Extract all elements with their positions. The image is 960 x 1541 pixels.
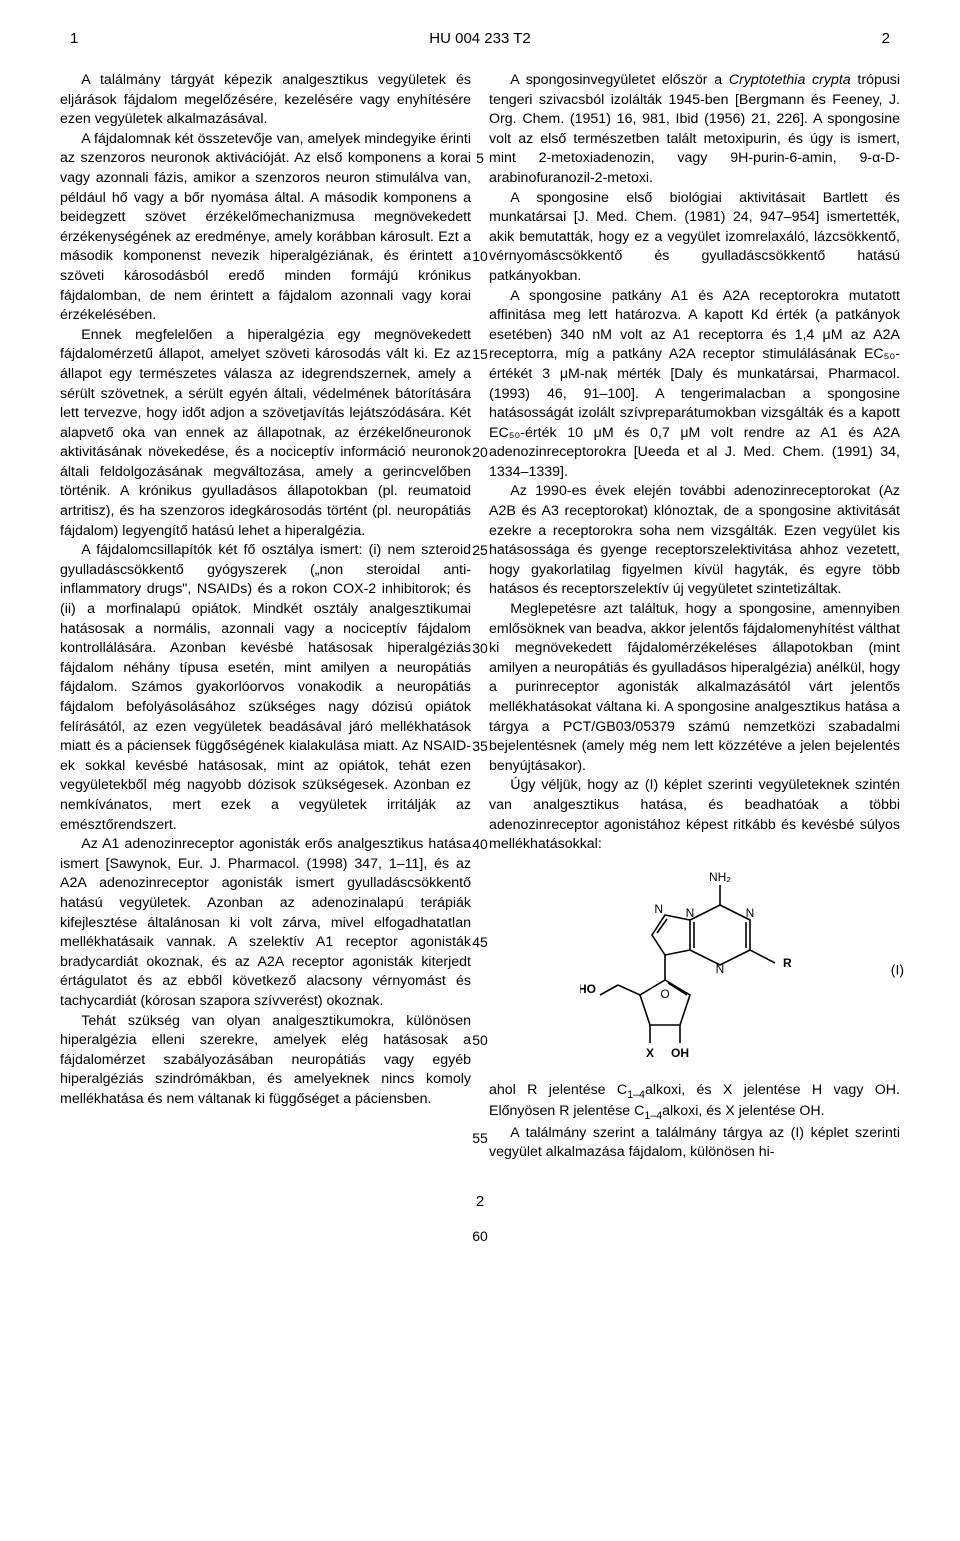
formula-number: (I) xyxy=(891,960,904,979)
page-header: 1 HU 004 233 T2 2 xyxy=(60,30,900,47)
page-number-footer: 2 xyxy=(60,1193,900,1210)
subscript: 1–4 xyxy=(627,1089,645,1101)
chem-label-n: N xyxy=(654,902,663,916)
paragraph: Ennek megfelelően a hiperalgézia egy meg… xyxy=(60,326,471,542)
chem-label-n: N xyxy=(715,962,724,976)
paragraph: A fájdalomcsillapítók két fő osztálya is… xyxy=(60,541,471,835)
line-marker: 40 xyxy=(467,836,493,852)
paragraph: Az A1 adenozinreceptor agonisták erős an… xyxy=(60,835,471,1011)
paragraph: Az 1990-es évek elején további adenozinr… xyxy=(489,482,900,600)
header-page-left: 1 xyxy=(70,30,90,47)
line-marker: 55 xyxy=(467,1130,493,1146)
chemical-structure-svg: NH₂ N N N N R HO O X OH xyxy=(580,865,810,1075)
line-marker: 35 xyxy=(467,738,493,754)
chem-label-n: N xyxy=(745,906,754,920)
text: alkoxi, és X jelentése OH. xyxy=(662,1103,824,1119)
chem-label-n: N xyxy=(685,906,694,920)
chemical-structure-figure: NH₂ N N N N R HO O X OH (I) xyxy=(489,865,900,1075)
line-marker: 20 xyxy=(467,444,493,460)
paragraph: Úgy véljük, hogy az (I) képlet szerinti … xyxy=(489,776,900,854)
text: trópusi tengeri szivacsból izolálták 194… xyxy=(489,72,900,186)
header-page-right: 2 xyxy=(870,30,890,47)
right-column: A spongosinvegyületet először a Cryptote… xyxy=(489,71,900,1163)
line-marker: 10 xyxy=(467,248,493,264)
chem-label-oh: OH xyxy=(671,1046,689,1060)
line-marker: 60 xyxy=(467,1228,493,1244)
line-marker: 25 xyxy=(467,542,493,558)
paragraph: Meglepetésre azt találtuk, hogy a spongo… xyxy=(489,600,900,776)
paragraph: A spongosine patkány A1 és A2A receptoro… xyxy=(489,287,900,483)
chem-label-ho: HO xyxy=(580,982,596,996)
chem-label-r: R xyxy=(783,956,792,970)
paragraph: A találmány tárgyát képezik analgesztiku… xyxy=(60,71,471,130)
paragraph: A találmány szerint a találmány tárgya a… xyxy=(489,1124,900,1163)
chem-label-o: O xyxy=(660,987,669,1001)
two-column-body: 5 10 15 20 25 30 35 40 45 50 55 60 A tal… xyxy=(60,71,900,1163)
line-marker: 30 xyxy=(467,640,493,656)
subscript: 1–4 xyxy=(644,1110,662,1122)
text: A spongosinvegyületet először a xyxy=(510,72,729,88)
italic-species: Cryptotethia crypta xyxy=(729,72,851,88)
line-marker: 15 xyxy=(467,346,493,362)
paragraph: Tehát szükség van olyan analgesztikumokr… xyxy=(60,1012,471,1110)
paragraph: A spongosine első biológiai aktivitásait… xyxy=(489,189,900,287)
paragraph: ahol R jelentése C1–4alkoxi, és X jelent… xyxy=(489,1081,900,1124)
chem-label-nh2: NH₂ xyxy=(709,870,731,884)
left-column: A találmány tárgyát képezik analgesztiku… xyxy=(60,71,471,1163)
paragraph: A spongosinvegyületet először a Cryptote… xyxy=(489,71,900,189)
paragraph: A fájdalomnak két összetevője van, amely… xyxy=(60,130,471,326)
chem-label-x: X xyxy=(645,1046,653,1060)
header-doc-id: HU 004 233 T2 xyxy=(90,30,870,47)
line-marker: 5 xyxy=(467,150,493,166)
text: ahol R jelentése C xyxy=(489,1082,627,1098)
